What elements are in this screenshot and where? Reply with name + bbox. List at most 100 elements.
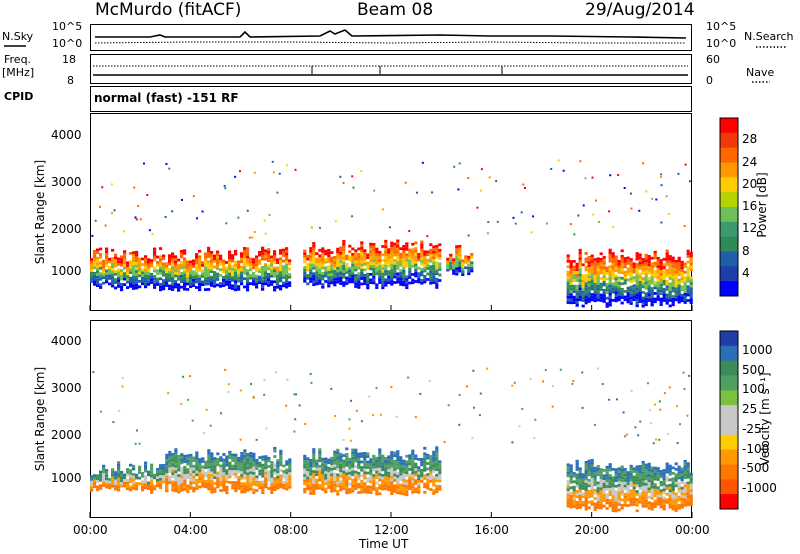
heatmap-cell [611,276,615,280]
colorbar-segment [720,479,738,495]
heatmap-cell [680,470,684,473]
heatmap-cell [144,260,148,264]
heatmap-cell [312,483,316,487]
heatmap-cell [91,234,94,237]
heatmap-cell [682,371,685,374]
heatmap-cell [599,503,603,507]
heatmap-cell [111,212,114,215]
heatmap-cell [372,270,376,274]
heatmap-cell [327,480,331,484]
heatmap-cell [635,498,639,502]
heatmap-cell [243,471,247,475]
heatmap-cell [578,470,582,473]
heatmap-cell [348,255,352,259]
heatmap-cell [267,283,271,287]
heatmap-cell [270,274,274,278]
heatmap-cell [402,277,406,281]
heatmap-cell [162,464,166,467]
heatmap-cell [285,482,289,485]
heatmap-cell [617,489,621,493]
heatmap-cell [360,420,363,423]
heatmap-cell [455,270,459,273]
heatmap-cell [584,268,588,272]
heatmap-cell [333,283,337,287]
heatmap-cell [306,465,310,469]
nave-label: Nave [746,66,775,79]
heatmap-cell [135,267,139,271]
heatmap-cell [282,475,286,479]
heatmap-cell [620,276,624,280]
heatmap-cell [342,267,346,271]
heatmap-cell [575,279,579,282]
heatmap-cell [372,262,376,266]
heatmap-cell [288,281,292,285]
heatmap-cell [360,474,364,478]
heatmap-cell [99,484,103,488]
heatmap-cell [174,481,178,485]
heatmap-cell [590,469,594,473]
heatmap-cell [584,472,588,475]
heatmap-cell [93,255,97,259]
heatmap-cell [117,271,121,275]
heatmap-cell [435,272,439,276]
heatmap-cell [432,475,436,479]
heatmap-cell [689,279,693,283]
heatmap-cell [629,503,633,507]
heatmap-cell [192,195,195,198]
heatmap-cell [455,261,459,265]
heatmap-cell [210,262,214,265]
heatmap-cell [653,264,657,268]
heatmap-cell [647,263,651,267]
heatmap-cell [686,293,690,297]
heatmap-cell [162,270,166,274]
heatmap-cell [680,271,684,275]
heatmap-cell [689,282,693,285]
heatmap-cell [677,495,681,499]
heatmap-cell [309,266,313,270]
heatmap-cell [117,474,121,478]
heatmap-cell [171,210,174,213]
heatmap-cell [578,276,582,280]
heatmap-cell [372,487,376,491]
heatmap-cell [375,253,379,256]
heatmap-cell [396,458,400,462]
heatmap-cell [150,278,154,282]
heatmap-cell [480,168,483,171]
heatmap-cell [363,254,367,258]
heatmap-cell [189,271,193,275]
heatmap-cell [566,290,570,293]
heatmap-cell [366,286,370,290]
heatmap-cell [132,265,136,268]
heatmap-cell [399,464,403,468]
heatmap-cell [96,251,100,254]
heatmap-cell [473,406,476,409]
heatmap-cell [614,291,618,294]
heatmap-cell [333,258,337,262]
heatmap-cell [620,290,624,294]
heatmap-cell [653,292,657,295]
heatmap-cell [213,260,217,263]
heatmap-cell [285,263,289,267]
heatmap-cell [129,485,133,489]
heatmap-cell [264,477,268,481]
heatmap-cell [623,262,627,266]
heatmap-cell [601,383,604,386]
heatmap-cell [153,277,157,281]
heatmap-cell [240,485,244,488]
heatmap-cell [466,385,469,388]
heatmap-cell [231,259,235,263]
heatmap-cell [593,488,597,492]
heatmap-cell [432,459,436,462]
heatmap-cell [632,475,636,479]
heatmap-cell [378,259,382,262]
heatmap-cell [366,479,370,483]
heatmap-cell [414,269,418,272]
heatmap-cell [587,278,591,281]
heatmap-cell [644,502,648,505]
heatmap-cell [243,260,247,264]
heatmap-cell [647,282,651,286]
heatmap-cell [253,231,256,234]
heatmap-cell [276,283,280,286]
heatmap-cell [348,427,351,430]
heatmap-cell [213,490,217,493]
